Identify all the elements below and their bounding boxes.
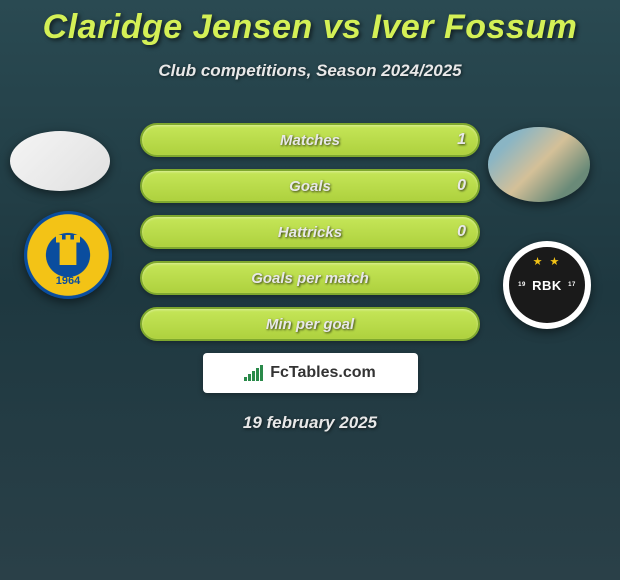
stat-label: Hattricks <box>278 224 342 241</box>
stat-label: Matches <box>280 132 340 149</box>
brondby-tower-icon <box>56 235 80 265</box>
stat-row-goals: Goals 0 <box>140 169 480 203</box>
stat-value-right: 0 <box>457 223 466 241</box>
bar-chart-icon <box>244 365 263 381</box>
stat-row-min-per-goal: Min per goal <box>140 307 480 341</box>
stats-container: Matches 1 Goals 0 Hattricks 0 Goals per … <box>140 121 480 341</box>
club-left-logo <box>24 211 112 299</box>
stat-row-hattricks: Hattricks 0 <box>140 215 480 249</box>
club-right-abbr: RBK <box>532 278 562 293</box>
stat-row-matches: Matches 1 <box>140 123 480 157</box>
stat-row-goals-per-match: Goals per match <box>140 261 480 295</box>
comparison-date: 19 february 2025 <box>0 413 620 433</box>
watermark-badge: FcTables.com <box>203 353 418 393</box>
content-area: RBK Matches 1 Goals 0 Hattricks 0 Goals … <box>0 121 620 461</box>
player-right-photo <box>488 127 590 202</box>
stat-value-right: 0 <box>457 177 466 195</box>
player-left-photo <box>10 131 110 191</box>
comparison-title: Claridge Jensen vs Iver Fossum <box>0 0 620 47</box>
stat-label: Min per goal <box>266 316 354 333</box>
comparison-subtitle: Club competitions, Season 2024/2025 <box>0 61 620 81</box>
rosenborg-badge-icon: RBK <box>509 247 585 323</box>
stat-label: Goals <box>289 178 331 195</box>
stat-label: Goals per match <box>251 270 369 287</box>
stat-value-right: 1 <box>457 131 466 149</box>
watermark-text: FcTables.com <box>270 364 376 382</box>
club-right-logo: RBK <box>503 241 591 329</box>
